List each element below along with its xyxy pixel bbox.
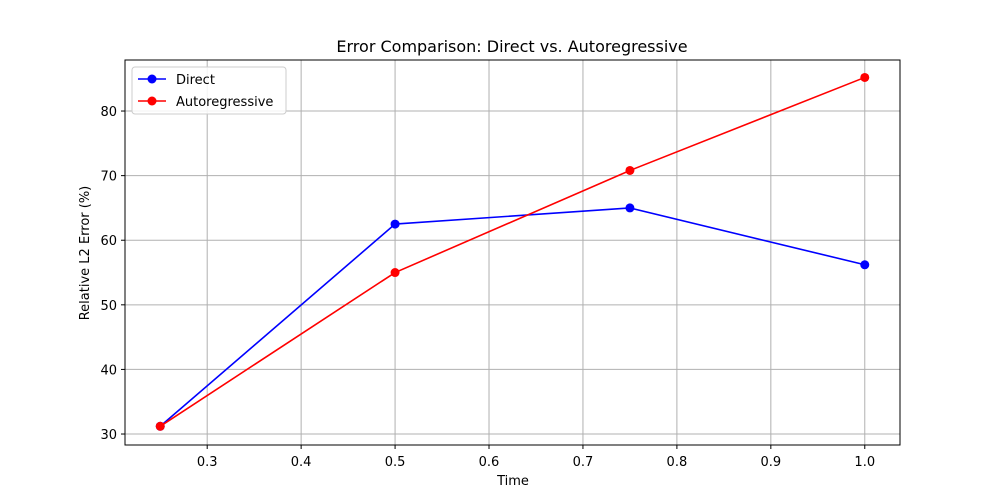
y-tick-label: 40 bbox=[100, 363, 117, 378]
data-point-autoregressive bbox=[155, 421, 165, 431]
legend-marker-autoregressive bbox=[147, 96, 157, 106]
data-point-autoregressive bbox=[625, 165, 635, 175]
x-tick-label: 1.0 bbox=[854, 455, 875, 470]
data-point-autoregressive bbox=[390, 268, 400, 278]
x-tick-label: 0.7 bbox=[573, 455, 594, 470]
legend: Direct Autoregressive bbox=[131, 66, 287, 115]
data-point-direct bbox=[625, 203, 635, 213]
y-tick-label: 80 bbox=[100, 105, 117, 120]
data-point-autoregressive bbox=[860, 72, 870, 82]
legend-marker-direct bbox=[147, 74, 157, 84]
y-tick-label: 70 bbox=[100, 170, 117, 185]
x-tick-label: 0.8 bbox=[667, 455, 688, 470]
x-tick-label: 0.9 bbox=[760, 455, 781, 470]
chart-title: Error Comparison: Direct vs. Autoregress… bbox=[336, 37, 687, 56]
y-tick-label: 60 bbox=[100, 234, 117, 249]
x-tick-label: 0.5 bbox=[385, 455, 406, 470]
legend-label-direct: Direct bbox=[176, 73, 215, 88]
axes-frame bbox=[124, 59, 901, 446]
y-tick-label: 30 bbox=[100, 428, 117, 443]
legend-box bbox=[131, 66, 287, 115]
plot-area: 0.3 0.4 0.5 0.6 0.7 0.8 0.9 1.0 30 40 50 60 70 80 bbox=[100, 59, 901, 470]
x-tick-label: 0.4 bbox=[291, 455, 312, 470]
x-tick-label: 0.3 bbox=[197, 455, 218, 470]
data-point-direct bbox=[860, 260, 870, 270]
y-axis-label: Relative L2 Error (%) bbox=[78, 186, 93, 321]
series-line-direct bbox=[159, 207, 865, 427]
legend-label-autoregressive: Autoregressive bbox=[176, 95, 273, 110]
series-line-autoregressive bbox=[159, 76, 866, 427]
data-point-direct bbox=[390, 219, 400, 229]
y-tick-label: 50 bbox=[100, 299, 117, 314]
x-tick-label: 0.6 bbox=[479, 455, 500, 470]
x-axis-label: Time bbox=[496, 474, 529, 489]
